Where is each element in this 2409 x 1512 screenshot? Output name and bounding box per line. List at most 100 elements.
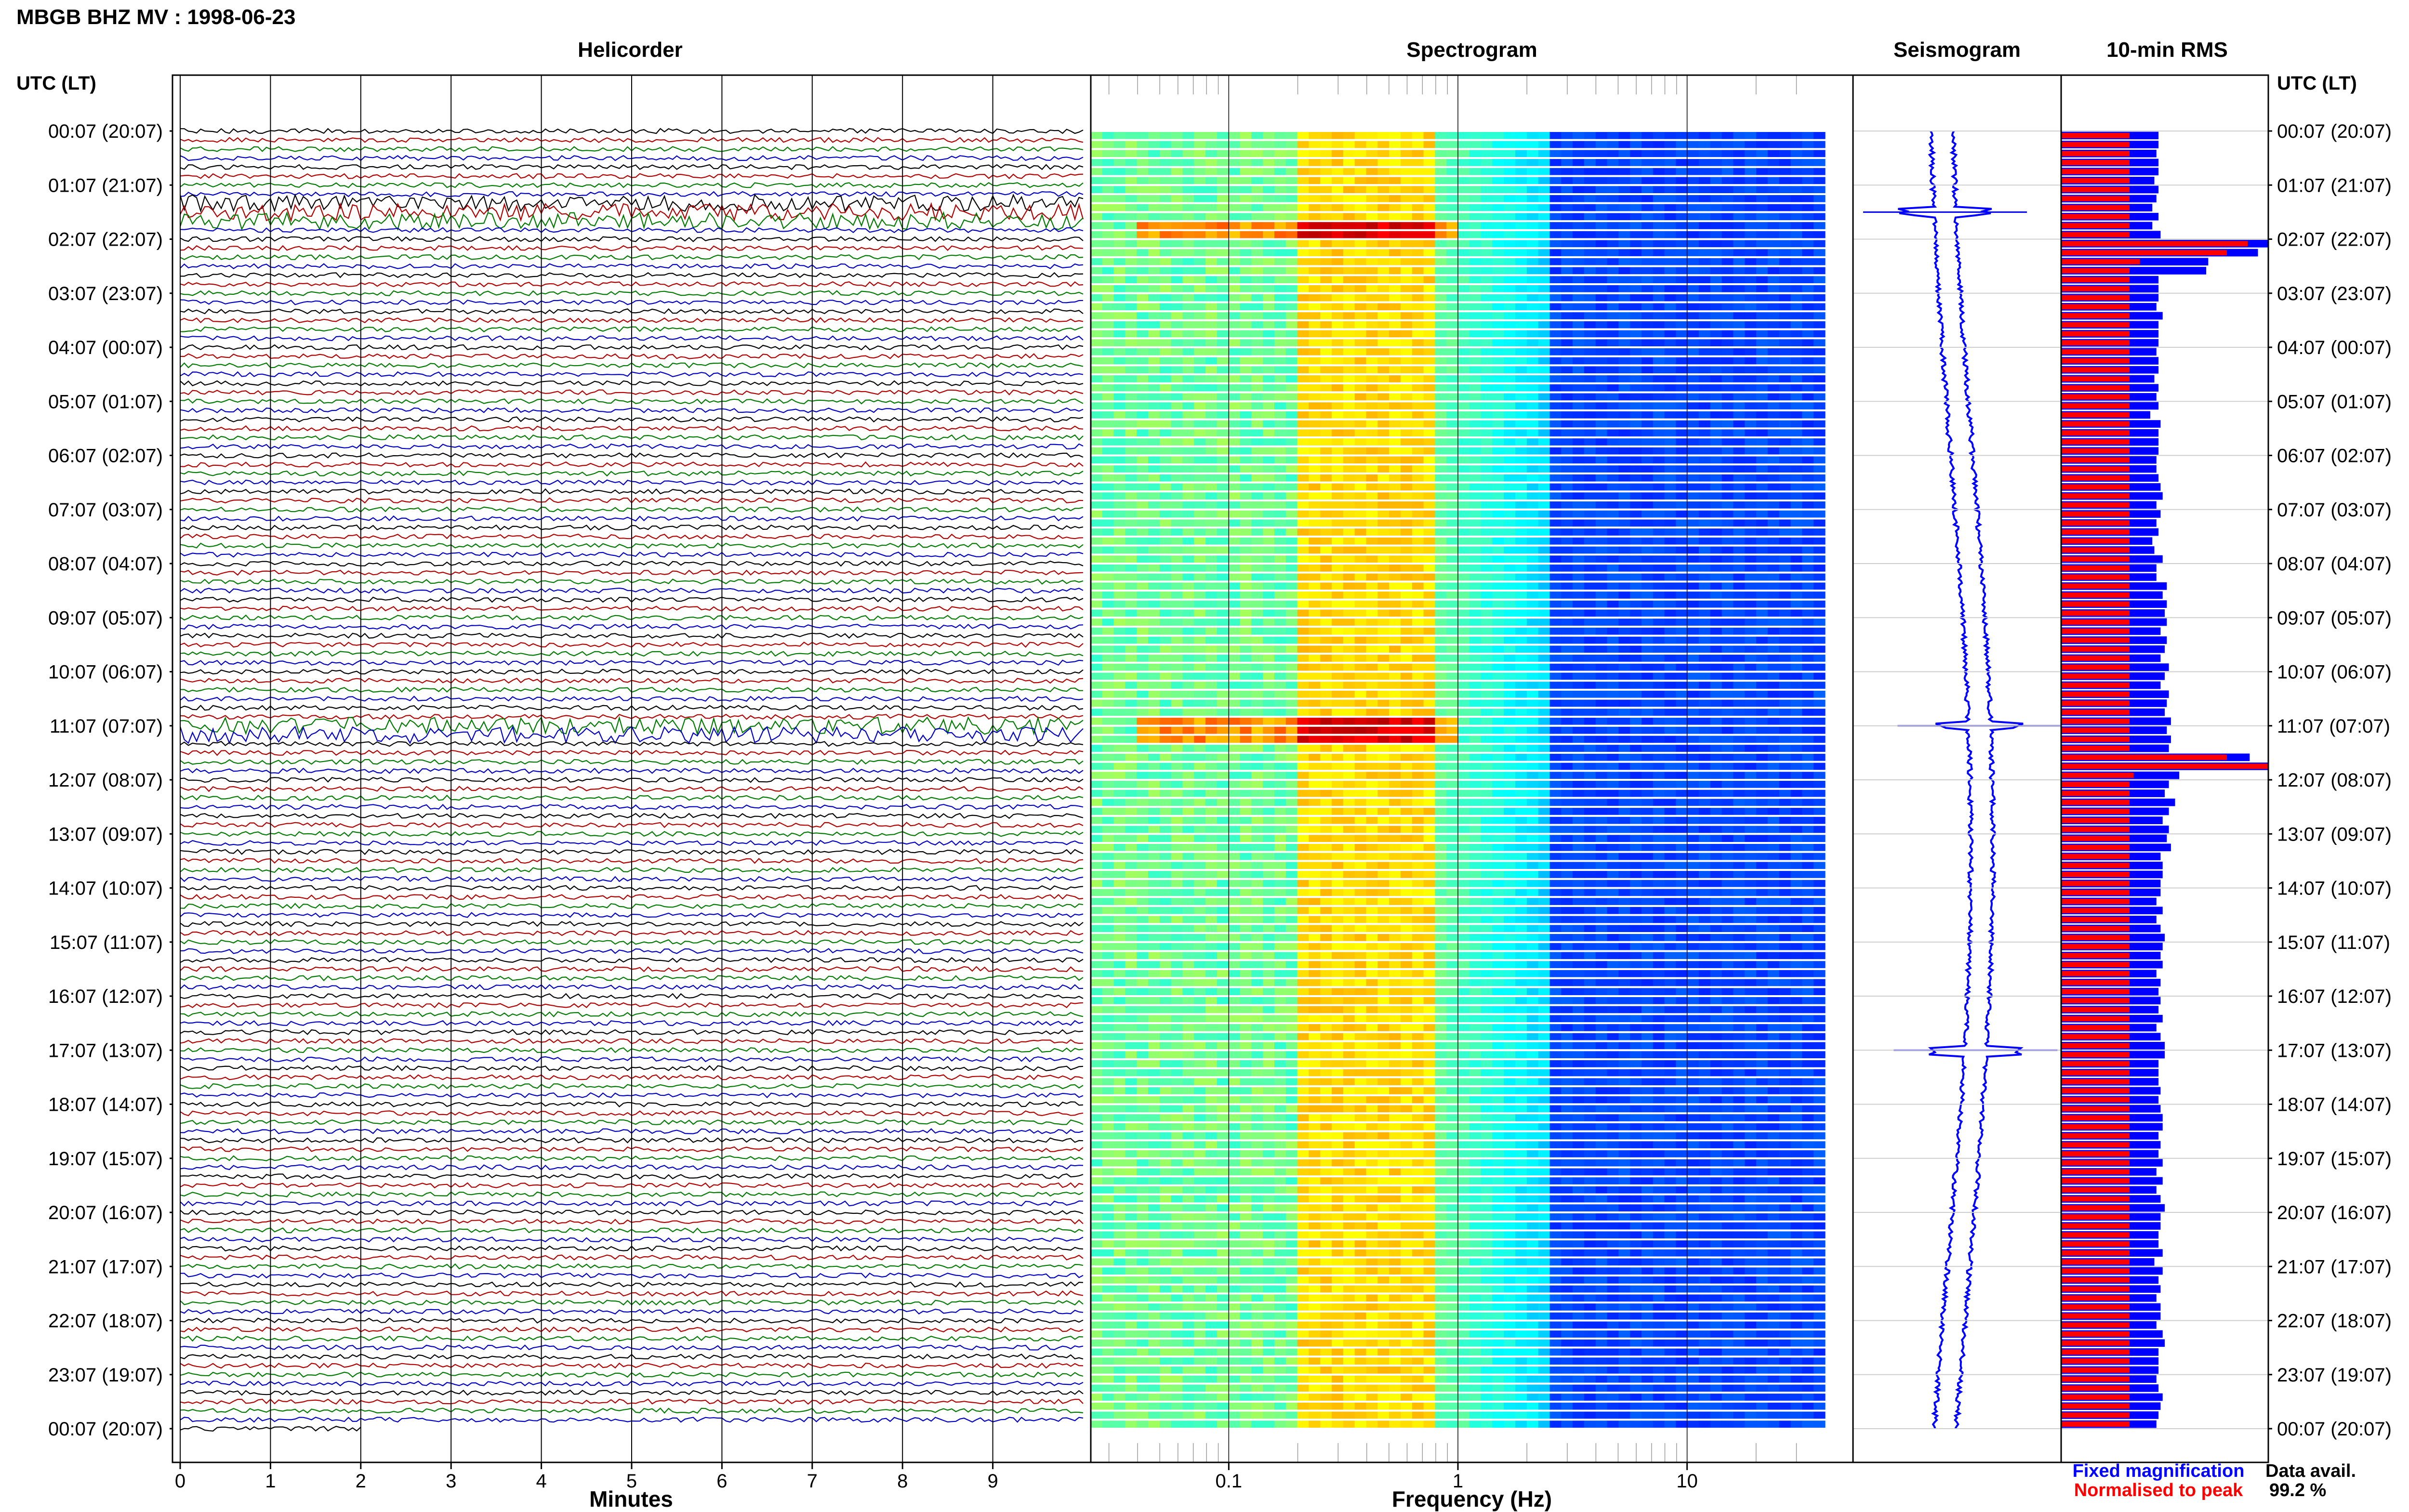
spectrogram-cell xyxy=(1813,636,1826,644)
spectrogram-cell xyxy=(1309,618,1321,626)
spectrogram-cell xyxy=(1274,366,1286,374)
spectrogram-cell xyxy=(1240,474,1252,482)
spectrogram-cell xyxy=(1148,447,1160,455)
spectrogram-cell xyxy=(1653,808,1665,815)
spectrogram-cell xyxy=(1240,592,1252,599)
spectrogram-cell xyxy=(1113,294,1125,302)
spectrogram-cell xyxy=(1641,663,1654,671)
spectrogram-cell xyxy=(1354,285,1367,292)
spectrogram-cell xyxy=(1802,781,1814,788)
spectrogram-cell xyxy=(1400,682,1413,689)
spectrogram-cell xyxy=(1125,573,1137,581)
spectrogram-cell xyxy=(1171,736,1183,743)
spectrogram-cell xyxy=(1710,267,1722,275)
spectrogram-cell xyxy=(1699,736,1711,743)
spectrogram-cell xyxy=(1526,618,1539,626)
spectrogram-cell xyxy=(1446,384,1458,392)
spectrogram-cell xyxy=(1171,465,1183,473)
spectrogram-cell xyxy=(1767,285,1780,292)
spectrogram-cell xyxy=(1423,519,1435,527)
spectrogram-cell xyxy=(1113,789,1125,797)
spectrogram-cell xyxy=(1228,276,1241,283)
spectrogram-cell xyxy=(1435,753,1447,761)
spectrogram-cell xyxy=(1446,799,1458,806)
spectrogram-cell xyxy=(1137,204,1149,211)
spectrogram-cell xyxy=(1813,186,1826,193)
spectrogram-cell xyxy=(1584,492,1596,500)
spectrogram-cell xyxy=(1549,348,1562,355)
spectrogram-cell xyxy=(1469,312,1482,319)
spectrogram-cell xyxy=(1377,600,1390,608)
spectrogram-cell xyxy=(1423,258,1435,265)
spectrogram-cell xyxy=(1171,492,1183,500)
spectrogram-cell xyxy=(1125,682,1137,689)
spectrogram-cell xyxy=(1320,565,1332,572)
spectrogram-cell xyxy=(1813,799,1826,806)
spectrogram-cell xyxy=(1205,501,1218,509)
spectrogram-cell xyxy=(1182,582,1194,590)
spectrogram-cell xyxy=(1561,736,1573,743)
spectrogram-cell xyxy=(1618,339,1630,346)
spectrogram-cell xyxy=(1309,799,1321,806)
spectrogram-cell xyxy=(1423,186,1435,193)
spectrogram-cell xyxy=(1102,312,1114,319)
spectrogram-cell xyxy=(1125,528,1137,536)
spectrogram-cell xyxy=(1263,636,1275,644)
spectrogram-cell xyxy=(1412,537,1424,545)
spectrogram-cell xyxy=(1194,655,1206,662)
spectrogram-cell xyxy=(1721,690,1734,698)
spectrogram-cell xyxy=(1400,582,1413,590)
spectrogram-cell xyxy=(1343,492,1355,500)
spectrogram-cell xyxy=(1102,655,1114,662)
spectrogram-cell xyxy=(1366,150,1378,158)
spectrogram-cell xyxy=(1435,321,1447,329)
spectrogram-cell xyxy=(1412,519,1424,527)
spectrogram-cell xyxy=(1400,312,1413,319)
spectrogram-cell xyxy=(1251,808,1263,815)
spectrogram-cell xyxy=(1366,213,1378,221)
spectrogram-cell xyxy=(1515,772,1527,779)
spectrogram-cell xyxy=(1653,736,1665,743)
spectrogram-cell xyxy=(1584,618,1596,626)
spectrogram-cell xyxy=(1240,276,1252,283)
spectrogram-cell xyxy=(1515,294,1527,302)
spectrogram-cell xyxy=(1515,699,1527,707)
spectrogram-cell xyxy=(1332,357,1344,365)
spectrogram-cell xyxy=(1573,483,1585,491)
spectrogram-cell xyxy=(1389,321,1401,329)
spectrogram-cell xyxy=(1400,636,1413,644)
spectrogram-cell xyxy=(1113,565,1125,572)
spectrogram-cell xyxy=(1389,240,1401,248)
spectrogram-cell xyxy=(1194,709,1206,716)
spectrogram-cell xyxy=(1767,672,1780,680)
spectrogram-cell xyxy=(1435,132,1447,139)
spectrogram-cell xyxy=(1285,510,1298,518)
spectrogram-cell xyxy=(1137,682,1149,689)
spectrogram-cell xyxy=(1664,628,1676,635)
spectrogram-cell xyxy=(1423,465,1435,473)
spectrogram-cell xyxy=(1159,618,1172,626)
spectrogram-cell xyxy=(1481,799,1493,806)
spectrogram-cell xyxy=(1320,411,1332,419)
spectrogram-cell xyxy=(1343,781,1355,788)
spectrogram-cell xyxy=(1526,528,1539,536)
spectrogram-cell xyxy=(1309,132,1321,139)
spectrogram-cell xyxy=(1538,690,1550,698)
spectrogram-cell xyxy=(1446,447,1458,455)
spectrogram-cell xyxy=(1182,438,1194,446)
spectrogram-cell xyxy=(1102,213,1114,221)
spectrogram-cell xyxy=(1756,366,1768,374)
spectrogram-cell xyxy=(1584,772,1596,779)
spectrogram-cell xyxy=(1205,438,1218,446)
spectrogram-cell xyxy=(1205,285,1218,292)
spectrogram-cell xyxy=(1802,357,1814,365)
spectrogram-cell xyxy=(1091,357,1103,365)
spectrogram-cell xyxy=(1779,213,1791,221)
spectrogram-cell xyxy=(1285,393,1298,401)
spectrogram-cell xyxy=(1389,339,1401,346)
spectrogram-cell xyxy=(1377,132,1390,139)
spectrogram-cell xyxy=(1721,132,1734,139)
spectrogram-cell xyxy=(1205,682,1218,689)
spectrogram-cell xyxy=(1400,690,1413,698)
spectrogram-cell xyxy=(1710,726,1722,734)
